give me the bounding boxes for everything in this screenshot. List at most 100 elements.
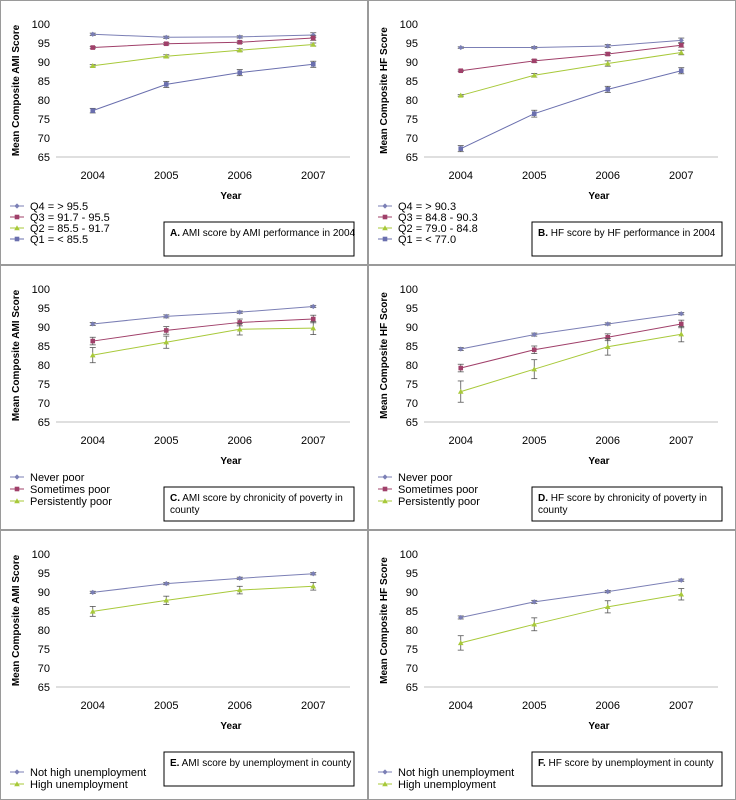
series-line [92, 305, 314, 325]
data-point [678, 68, 684, 74]
series-line [460, 313, 682, 350]
legend-item: Q4 = > 90.3 [378, 201, 456, 213]
y-axis-label: Mean Composite AMI Score [11, 24, 22, 156]
series-0 [89, 31, 317, 40]
y-tick-label: 75 [406, 379, 418, 391]
series-line [92, 327, 314, 356]
y-tick-label: 80 [38, 360, 50, 372]
y-axis-label: Mean Composite AMI Score [11, 554, 22, 686]
y-tick-label: 75 [38, 379, 50, 391]
series-line [460, 70, 682, 150]
series-3 [457, 67, 685, 153]
data-point [531, 332, 537, 338]
data-point [457, 640, 464, 646]
data-point [237, 70, 243, 75]
data-point [531, 58, 537, 64]
x-tick-label: 2004 [449, 700, 473, 712]
legend-marker [14, 486, 20, 492]
data-point [604, 60, 611, 66]
data-point [531, 366, 538, 372]
data-point [678, 321, 684, 327]
chart-panel-d: 65 70 75 80 85 90 95 100 2004 2005 2006 2007 Year Mea… [368, 265, 736, 530]
data-point [310, 583, 317, 589]
legend-marker [14, 781, 20, 787]
legend-item: Not high unemployment [378, 767, 514, 779]
legend-label: Never poor [30, 472, 85, 484]
data-point [531, 599, 537, 605]
legend-label: Sometimes poor [398, 484, 478, 496]
y-tick-label: 85 [38, 76, 50, 88]
y-axis-label: Mean Composite HF Score [379, 27, 390, 154]
y-tick-label: 75 [38, 114, 50, 126]
y-tick-label: 95 [406, 568, 418, 580]
series-1 [457, 588, 685, 651]
y-tick-label: 90 [38, 587, 50, 599]
x-tick-label: 2007 [669, 700, 693, 712]
data-point [458, 346, 464, 352]
series-line [460, 44, 682, 72]
series-0 [457, 577, 685, 621]
y-axis-label: Mean Composite AMI Score [11, 289, 22, 421]
data-point [310, 303, 316, 310]
data-point [605, 51, 611, 57]
legend-label: Q4 = > 90.3 [398, 201, 456, 213]
data-point [310, 316, 316, 322]
series-0 [457, 311, 685, 352]
x-tick-label: 2005 [154, 435, 178, 447]
data-point [458, 44, 464, 51]
caption-text: F. HF score by unemployment in county [538, 758, 714, 769]
caption-text: A. AMI score by AMI performance in 2004 [170, 228, 356, 239]
data-point [458, 614, 464, 621]
data-point [531, 347, 537, 353]
data-point [310, 41, 317, 47]
caption-box: B. HF score by HF performance in 2004 [531, 221, 723, 257]
data-point [678, 42, 684, 48]
panel-border [0, 0, 368, 265]
data-point [310, 325, 317, 331]
legend-item: Q2 = 79.0 - 84.8 [378, 223, 478, 235]
y-tick-label: 90 [38, 57, 50, 69]
caption-box: D. HF score by chronicity of poverty in c… [531, 486, 723, 522]
legend-item: Q2 = 85.5 - 91.7 [10, 223, 110, 235]
series-line [92, 573, 314, 593]
chart-panel-f: 65 70 75 80 85 90 95 100 2004 2005 2006 2007 Year Mea… [368, 530, 736, 800]
y-tick-label: 65 [38, 682, 50, 694]
x-tick-label: 2007 [669, 170, 693, 182]
y-tick-label: 80 [406, 360, 418, 372]
x-tick-label: 2004 [81, 170, 105, 182]
data-point [90, 338, 96, 344]
series-2 [89, 321, 317, 364]
x-tick-label: 2006 [228, 170, 252, 182]
data-point [531, 111, 537, 116]
data-point [604, 604, 611, 610]
legend-label: Q2 = 79.0 - 84.8 [398, 223, 478, 235]
series-2 [89, 41, 317, 68]
legend-item: Never poor [378, 472, 453, 484]
caption-text: D. HF score by chronicity of poverty in c… [538, 493, 707, 516]
legend-label: Not high unemployment [398, 767, 514, 779]
data-point [236, 326, 243, 332]
y-tick-label: 85 [406, 341, 418, 353]
legend-marker [382, 498, 388, 504]
series-line [460, 579, 682, 618]
data-point [90, 31, 96, 37]
legend-marker [14, 498, 20, 504]
data-point [90, 589, 96, 595]
legend-item: High unemployment [378, 779, 496, 791]
data-point [163, 41, 169, 47]
y-tick-label: 100 [32, 19, 50, 31]
data-point [678, 331, 685, 337]
legend-label: Q3 = 91.7 - 95.5 [30, 212, 110, 224]
data-point [90, 45, 96, 50]
y-axis-label: Mean Composite HF Score [379, 292, 390, 419]
legend-marker [382, 203, 388, 209]
series-line [460, 333, 682, 393]
x-tick-label: 2004 [449, 435, 473, 447]
data-point [89, 63, 96, 68]
y-tick-label: 90 [406, 587, 418, 599]
legend-item: Persistently poor [378, 496, 480, 508]
data-point [678, 37, 684, 43]
data-point [605, 87, 611, 92]
legend-marker [14, 203, 20, 209]
data-point [310, 35, 316, 41]
